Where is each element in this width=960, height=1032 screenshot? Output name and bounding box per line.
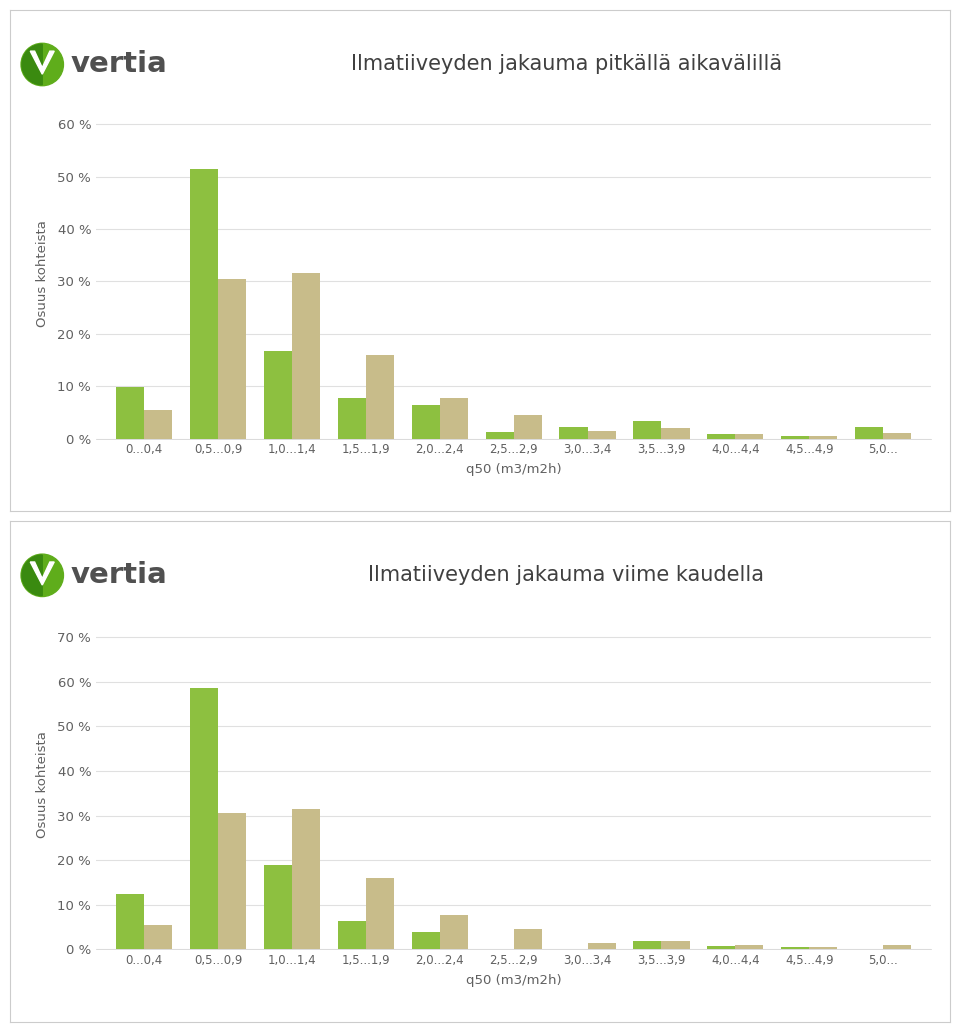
Bar xyxy=(116,387,144,439)
Bar xyxy=(855,427,883,439)
X-axis label: q50 (m3/m2h): q50 (m3/m2h) xyxy=(466,974,562,988)
Bar xyxy=(560,427,588,439)
Text: Ilmatiiveyden jakauma pitkällä aikavälillä: Ilmatiiveyden jakauma pitkällä aikavälil… xyxy=(350,55,782,74)
Bar xyxy=(190,688,218,949)
Bar xyxy=(338,397,366,439)
Bar xyxy=(735,433,763,439)
Bar xyxy=(366,878,394,949)
Legend: Timon Talot Oy heinä-syyskuu 2014, Kaikki pientalot 2012-2014: Timon Talot Oy heinä-syyskuu 2014, Kaikk… xyxy=(160,633,682,657)
Bar xyxy=(809,947,837,949)
Bar xyxy=(264,865,292,949)
Bar xyxy=(634,421,661,439)
Text: vertia: vertia xyxy=(70,561,167,589)
Legend: Timon Talot Oy 2012-2014, Kaikki pientalot 2012-2014: Timon Talot Oy 2012-2014, Kaikki piental… xyxy=(160,122,620,147)
Y-axis label: Osuus kohteista: Osuus kohteista xyxy=(36,220,49,327)
Bar xyxy=(144,410,172,439)
Bar xyxy=(661,428,689,439)
Wedge shape xyxy=(22,555,42,595)
Bar xyxy=(781,947,809,949)
Bar xyxy=(809,436,837,439)
Bar xyxy=(264,351,292,439)
Bar xyxy=(412,932,440,949)
Bar xyxy=(218,813,246,949)
Bar xyxy=(190,168,218,439)
Bar xyxy=(883,433,911,439)
Bar xyxy=(440,914,468,949)
Y-axis label: Osuus kohteista: Osuus kohteista xyxy=(36,731,49,838)
Bar xyxy=(292,273,320,439)
Bar xyxy=(588,430,615,439)
Bar xyxy=(338,922,366,949)
Polygon shape xyxy=(31,562,54,585)
Bar xyxy=(634,940,661,949)
Text: Ilmatiiveyden jakauma viime kaudella: Ilmatiiveyden jakauma viime kaudella xyxy=(369,566,764,585)
Circle shape xyxy=(21,554,63,596)
Bar xyxy=(366,355,394,439)
Bar xyxy=(588,943,615,949)
Bar xyxy=(708,434,735,439)
Bar xyxy=(514,930,541,949)
Bar xyxy=(218,279,246,439)
Bar xyxy=(144,925,172,949)
Bar xyxy=(440,397,468,439)
Wedge shape xyxy=(22,44,42,85)
Bar xyxy=(116,894,144,949)
Polygon shape xyxy=(31,52,54,74)
Bar xyxy=(292,809,320,949)
Text: vertia: vertia xyxy=(70,51,167,78)
Bar xyxy=(412,405,440,439)
Bar xyxy=(781,436,809,439)
Circle shape xyxy=(21,43,63,86)
Bar xyxy=(514,415,541,439)
Bar xyxy=(708,946,735,949)
Bar xyxy=(486,432,514,439)
Bar xyxy=(661,940,689,949)
Bar xyxy=(735,945,763,949)
Bar xyxy=(883,945,911,949)
X-axis label: q50 (m3/m2h): q50 (m3/m2h) xyxy=(466,463,562,477)
